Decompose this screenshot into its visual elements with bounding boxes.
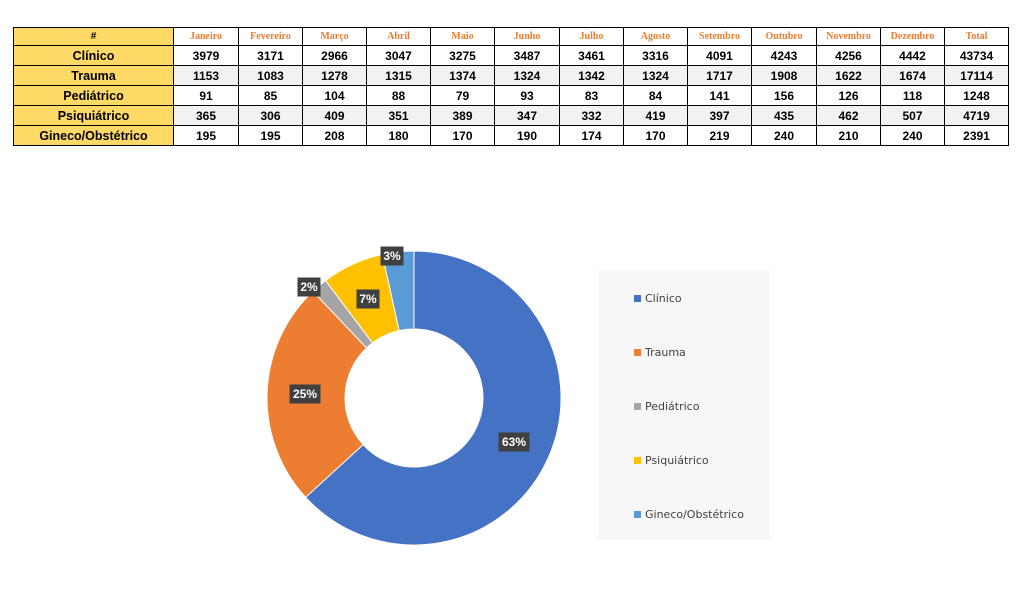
legend-label: Psiquiátrico bbox=[645, 454, 709, 467]
month-header: Janeiro bbox=[173, 27, 239, 46]
data-label: 25% bbox=[289, 384, 321, 404]
data-label-box bbox=[498, 432, 530, 452]
table-cell: 195 bbox=[173, 125, 239, 146]
table-cell: 1324 bbox=[494, 65, 560, 86]
chart-legend: Clínico Trauma Pediátrico Psiquiátrico G… bbox=[598, 270, 770, 540]
data-label-text: 2% bbox=[300, 280, 318, 294]
table-cell: 3461 bbox=[559, 45, 624, 66]
table-row: Gineco/Obstétrico 195 195 208 180 170 19… bbox=[13, 125, 1009, 146]
table-cell: 3979 bbox=[173, 45, 239, 66]
legend-swatch bbox=[634, 457, 641, 464]
legend-swatch bbox=[634, 403, 641, 410]
table-row: Psiquiátrico 365 306 409 351 389 347 332… bbox=[13, 105, 1009, 126]
table-cell: 1374 bbox=[430, 65, 495, 86]
corner-header: # bbox=[13, 27, 174, 46]
month-header: Outubro bbox=[751, 27, 817, 46]
table-cell: 170 bbox=[430, 125, 495, 146]
table-cell: 210 bbox=[816, 125, 881, 146]
month-header: Abril bbox=[366, 27, 431, 46]
legend-label: Gineco/Obstétrico bbox=[645, 508, 744, 521]
table-cell: 409 bbox=[302, 105, 367, 126]
table-cell: 1674 bbox=[880, 65, 945, 86]
table-cell: 104 bbox=[302, 85, 367, 106]
legend-item: Psiquiátrico bbox=[634, 454, 709, 468]
legend-swatch bbox=[634, 295, 641, 302]
table-cell: 208 bbox=[302, 125, 367, 146]
table-cell: 126 bbox=[816, 85, 881, 106]
legend-item: Pediátrico bbox=[634, 400, 699, 414]
row-label: Psiquiátrico bbox=[13, 105, 174, 126]
table-cell: 347 bbox=[494, 105, 560, 126]
legend-item: Clínico bbox=[634, 292, 682, 306]
data-label-text: 63% bbox=[502, 435, 526, 449]
table-cell: 351 bbox=[366, 105, 431, 126]
total-cell: 43734 bbox=[944, 45, 1009, 66]
month-header: Novembro bbox=[816, 27, 881, 46]
data-label-box bbox=[289, 384, 321, 404]
legend-swatch bbox=[634, 511, 641, 518]
row-label: Gineco/Obstétrico bbox=[13, 125, 174, 146]
table-cell: 1717 bbox=[687, 65, 752, 86]
month-header: Junho bbox=[494, 27, 560, 46]
month-header: Dezembro bbox=[880, 27, 945, 46]
month-header: Agosto bbox=[623, 27, 688, 46]
legend-item: Gineco/Obstétrico bbox=[634, 508, 744, 522]
table-cell: 365 bbox=[173, 105, 239, 126]
table-cell: 3487 bbox=[494, 45, 560, 66]
data-label: 7% bbox=[356, 289, 380, 309]
total-cell: 1248 bbox=[944, 85, 1009, 106]
row-label: Trauma bbox=[13, 65, 174, 86]
table-cell: 240 bbox=[880, 125, 945, 146]
table-cell: 84 bbox=[623, 85, 688, 106]
table-cell: 1324 bbox=[623, 65, 688, 86]
table-cell: 1083 bbox=[238, 65, 303, 86]
table-row: Pediátrico 91 85 104 88 79 93 83 84 141 … bbox=[13, 85, 1009, 106]
data-label-text: 25% bbox=[293, 387, 317, 401]
table-cell: 332 bbox=[559, 105, 624, 126]
table-cell: 507 bbox=[880, 105, 945, 126]
table-cell: 88 bbox=[366, 85, 431, 106]
total-cell: 2391 bbox=[944, 125, 1009, 146]
table-cell: 195 bbox=[238, 125, 303, 146]
table-cell: 389 bbox=[430, 105, 495, 126]
table-cell: 240 bbox=[751, 125, 817, 146]
month-header: Maio bbox=[430, 27, 495, 46]
legend-label: Trauma bbox=[645, 346, 686, 359]
table-cell: 4243 bbox=[751, 45, 817, 66]
data-label-box bbox=[356, 289, 380, 309]
table-cell: 1622 bbox=[816, 65, 881, 86]
table-cell: 3171 bbox=[238, 45, 303, 66]
total-header: Total bbox=[944, 27, 1009, 46]
data-label: 3% bbox=[380, 246, 404, 266]
legend-swatch bbox=[634, 349, 641, 356]
table-cell: 2966 bbox=[302, 45, 367, 66]
donut-slice bbox=[304, 250, 562, 546]
legend-item: Trauma bbox=[634, 346, 686, 360]
table-cell: 83 bbox=[559, 85, 624, 106]
month-header: Julho bbox=[559, 27, 624, 46]
total-cell: 4719 bbox=[944, 105, 1009, 126]
table-cell: 190 bbox=[494, 125, 560, 146]
data-label: 63% bbox=[498, 432, 530, 452]
table-cell: 462 bbox=[816, 105, 881, 126]
table-cell: 435 bbox=[751, 105, 817, 126]
table-cell: 170 bbox=[623, 125, 688, 146]
data-label-box bbox=[297, 277, 321, 297]
legend-label: Pediátrico bbox=[645, 400, 700, 413]
table-cell: 219 bbox=[687, 125, 752, 146]
data-label: 2% bbox=[297, 277, 321, 297]
data-label-box bbox=[380, 246, 404, 266]
table-cell: 1153 bbox=[173, 65, 239, 86]
data-label-text: 3% bbox=[383, 249, 401, 263]
table-cell: 85 bbox=[238, 85, 303, 106]
data-label-text: 7% bbox=[359, 292, 377, 306]
table-cell: 174 bbox=[559, 125, 624, 146]
monthly-data-table: # Janeiro Fevereiro Março Abril Maio Jun… bbox=[13, 27, 1009, 146]
legend-label: Clínico bbox=[645, 292, 682, 305]
